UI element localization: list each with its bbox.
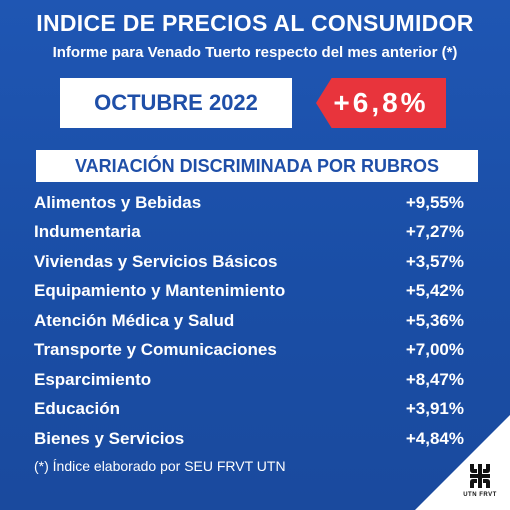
corner-decoration <box>415 415 510 510</box>
logo: UTN FRVT <box>460 462 500 498</box>
rubro-name: Educación <box>34 399 120 419</box>
rubros-list: Alimentos y Bebidas +9,55% Indumentaria … <box>34 188 464 454</box>
rubro-row: Transporte y Comunicaciones +7,00% <box>34 336 464 366</box>
rubro-row: Bienes y Servicios +4,84% <box>34 424 464 454</box>
rubro-value: +5,36% <box>405 310 464 330</box>
rubro-value: +8,47% <box>405 369 464 389</box>
rubro-name: Esparcimiento <box>34 369 152 389</box>
rate-badge: +6,8% <box>316 78 446 128</box>
rate-value: +6,8% <box>333 87 429 118</box>
rubro-row: Indumentaria +7,27% <box>34 218 464 248</box>
footnote: (*) Índice elaborado por SEU FRVT UTN <box>34 458 286 474</box>
rubro-value: +9,55% <box>405 192 464 212</box>
rubro-row: Alimentos y Bebidas +9,55% <box>34 188 464 218</box>
logo-text: UTN FRVT <box>463 492 497 498</box>
month-label-box: OCTUBRE 2022 <box>60 78 292 128</box>
utn-logo-icon <box>470 464 490 488</box>
rubro-value: +3,57% <box>405 251 464 271</box>
rubro-name: Transporte y Comunicaciones <box>34 340 277 360</box>
rubro-name: Bienes y Servicios <box>34 428 185 448</box>
rubro-value: +5,42% <box>405 281 464 301</box>
rubro-value: +7,27% <box>405 222 464 242</box>
rubro-value: +3,91% <box>405 399 464 419</box>
page-title: INDICE DE PRECIOS AL CONSUMIDOR <box>36 10 474 36</box>
month-label: OCTUBRE 2022 <box>94 90 258 115</box>
rubro-row: Viviendas y Servicios Básicos +3,57% <box>34 247 464 277</box>
rubro-row: Equipamiento y Mantenimiento +5,42% <box>34 277 464 307</box>
section-heading-box: VARIACIÓN DISCRIMINADA POR RUBROS <box>36 150 478 182</box>
rubro-value: +7,00% <box>405 340 464 360</box>
rubro-row: Educación +3,91% <box>34 395 464 425</box>
rubro-row: Atención Médica y Salud +5,36% <box>34 306 464 336</box>
rubro-name: Equipamiento y Mantenimiento <box>34 281 286 301</box>
rubro-name: Alimentos y Bebidas <box>34 192 202 212</box>
section-heading: VARIACIÓN DISCRIMINADA POR RUBROS <box>74 155 439 176</box>
rubro-row: Esparcimiento +8,47% <box>34 365 464 395</box>
page-subtitle: Informe para Venado Tuerto respecto del … <box>52 44 458 61</box>
rubro-name: Atención Médica y Salud <box>34 310 235 330</box>
rubro-name: Indumentaria <box>34 222 141 242</box>
rubro-name: Viviendas y Servicios Básicos <box>34 251 278 271</box>
